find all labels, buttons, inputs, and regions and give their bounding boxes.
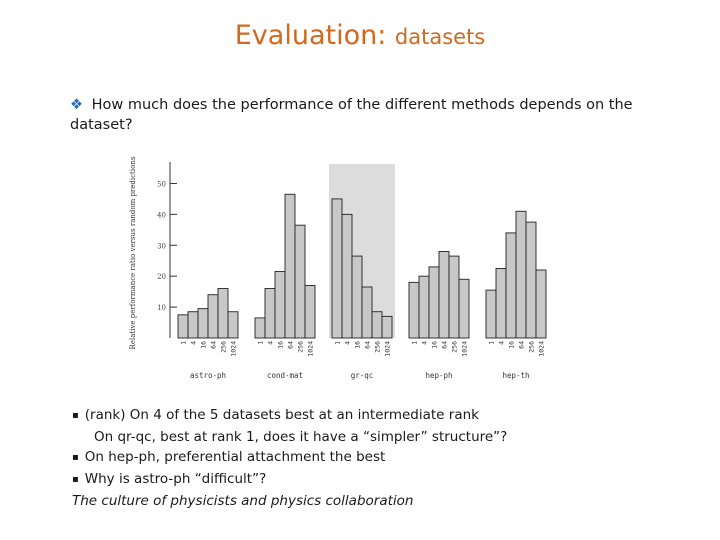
- rank-tick-label: 64: [441, 341, 449, 349]
- rank-tick-label: 64: [364, 341, 372, 349]
- rank-tick-label: 256: [220, 341, 228, 353]
- rank-tick-label: 16: [277, 341, 285, 349]
- rank-tick-label: 16: [508, 341, 516, 349]
- bar: [525, 221, 537, 339]
- rank-tick-label: 4: [190, 341, 198, 345]
- bar: [418, 275, 430, 339]
- bar: [217, 288, 229, 339]
- y-tick-label: 10: [157, 304, 166, 312]
- slide-title-main: Evaluation:: [234, 20, 395, 51]
- question-body: How much does the performance of the dif…: [70, 97, 633, 133]
- bar: [408, 281, 420, 339]
- rank-tick-label: 1024: [307, 341, 315, 357]
- bullet-list: ▪ (rank) On 4 of the 5 datasets best at a…: [72, 405, 692, 511]
- bar: [438, 251, 450, 339]
- bar: [187, 311, 199, 339]
- y-tick-label: 20: [157, 273, 166, 281]
- square-bullet-icon: ▪: [72, 452, 79, 463]
- rank-tick-label: 1024: [538, 341, 546, 357]
- bullet-item: On qr-qc, best at rank 1, does it have a…: [72, 427, 692, 447]
- chart-svg: Relative performance ratio versus random…: [129, 156, 547, 380]
- bar: [351, 255, 363, 339]
- square-bullet-icon: ▪: [72, 474, 79, 485]
- rank-tick-label: 64: [518, 341, 526, 349]
- dataset-label: gr-qc: [351, 371, 374, 380]
- rank-tick-label: 256: [528, 341, 536, 353]
- rank-tick-label: 1024: [461, 341, 469, 357]
- rank-tick-label: 4: [267, 341, 275, 345]
- bar: [361, 286, 373, 339]
- bullet-item: ▪ Why is astro-ph “difficult”?: [72, 469, 692, 491]
- rank-tick-label: 4: [421, 341, 429, 345]
- rank-tick-label: 256: [374, 341, 382, 353]
- bullet-item: ▪ On hep-ph, preferential attachment the …: [72, 447, 692, 469]
- rank-tick-label: 1: [334, 341, 342, 345]
- bar: [458, 278, 470, 339]
- bar: [381, 315, 393, 339]
- bar: [177, 314, 189, 339]
- bar: [495, 268, 507, 339]
- bar: [304, 285, 316, 339]
- diamond-bullet-icon: ❖: [70, 97, 83, 113]
- bar: [428, 266, 440, 339]
- bullet-text: On hep-ph, preferential attachment the b…: [84, 449, 386, 465]
- rank-tick-label: 16: [200, 341, 208, 349]
- bar: [371, 311, 383, 339]
- y-axis-label: Relative performance ratio versus random…: [129, 156, 137, 349]
- bar: [331, 198, 343, 339]
- bullet-text: The culture of physicists and physics co…: [72, 493, 414, 509]
- rank-tick-label: 256: [451, 341, 459, 353]
- dataset-label: astro-ph: [190, 371, 226, 380]
- rank-tick-label: 1024: [384, 341, 392, 357]
- bullet-item: The culture of physicists and physics co…: [72, 491, 692, 511]
- rank-tick-label: 4: [498, 341, 506, 345]
- y-tick-label: 40: [157, 211, 166, 219]
- dataset-label: cond-mat: [267, 371, 303, 380]
- bullet-text: Why is astro-ph “difficult”?: [84, 471, 267, 487]
- bar: [254, 317, 266, 339]
- bar: [284, 193, 296, 339]
- bar: [274, 271, 286, 339]
- slide-title-sub: datasets: [394, 25, 486, 49]
- bullet-text: (rank) On 4 of the 5 datasets best at an…: [84, 407, 479, 423]
- bar: [294, 224, 306, 339]
- dataset-label: hep-th: [502, 371, 529, 380]
- bar: [197, 308, 209, 339]
- bar: [505, 232, 517, 339]
- bar: [448, 255, 460, 339]
- rank-tick-label: 4: [344, 341, 352, 345]
- rank-tick-label: 256: [297, 341, 305, 353]
- y-tick-label: 30: [157, 242, 166, 250]
- rank-performance-chart: Relative performance ratio versus random…: [125, 150, 555, 380]
- rank-tick-label: 1: [257, 341, 265, 345]
- rank-tick-label: 1: [180, 341, 188, 345]
- slide-title: Evaluation: datasets: [0, 20, 720, 51]
- square-bullet-icon: ▪: [72, 410, 79, 421]
- bar: [535, 269, 547, 339]
- rank-tick-label: 1: [411, 341, 419, 345]
- y-tick-label: 50: [157, 180, 166, 188]
- bar: [515, 210, 527, 339]
- bar: [264, 288, 276, 339]
- bar: [485, 289, 497, 339]
- rank-tick-label: 64: [287, 341, 295, 349]
- bullet-item: ▪ (rank) On 4 of the 5 datasets best at a…: [72, 405, 692, 427]
- dataset-label: hep-ph: [425, 371, 452, 380]
- bullet-text: On qr-qc, best at rank 1, does it have a…: [94, 429, 508, 445]
- bar: [227, 311, 239, 339]
- question-text: ❖ How much does the performance of the d…: [70, 95, 690, 135]
- bar: [207, 294, 219, 339]
- rank-tick-label: 64: [210, 341, 218, 349]
- rank-tick-label: 1024: [230, 341, 238, 357]
- rank-tick-label: 1: [488, 341, 496, 345]
- rank-tick-label: 16: [354, 341, 362, 349]
- bar: [341, 213, 353, 339]
- rank-tick-label: 16: [431, 341, 439, 349]
